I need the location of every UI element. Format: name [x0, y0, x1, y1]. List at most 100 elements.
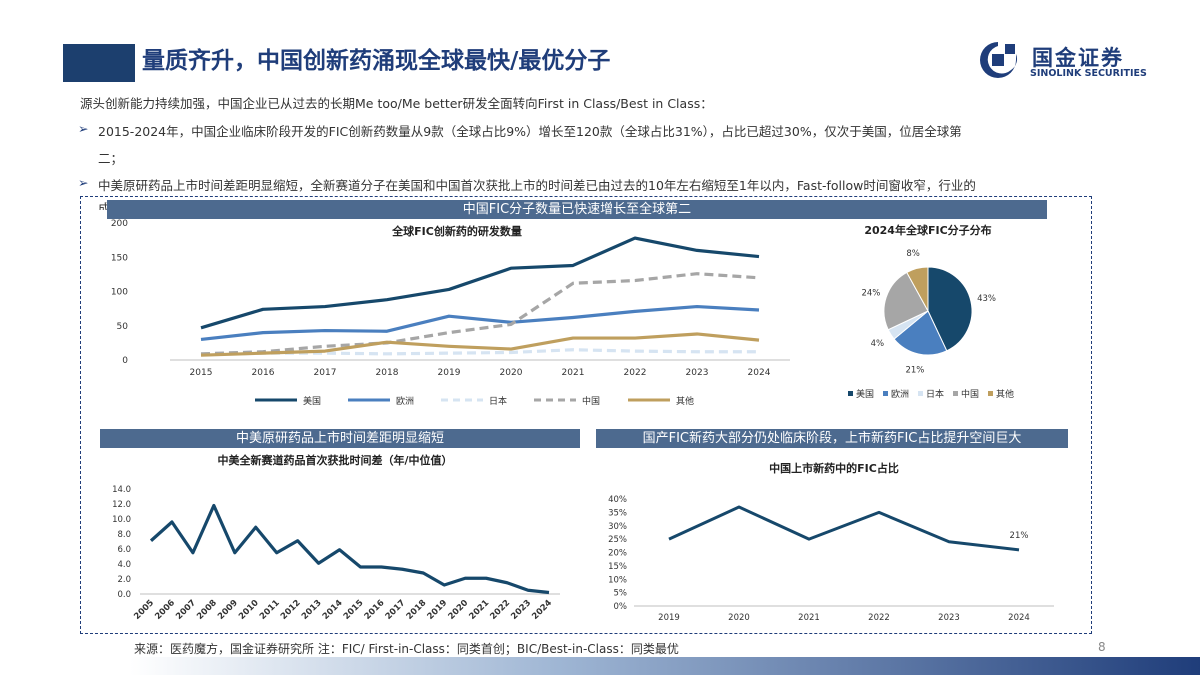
y-tick-label: 5%	[614, 589, 628, 599]
page-number: 8	[1098, 640, 1106, 654]
x-tick-label: 2010	[237, 598, 261, 622]
x-tick-label: 2024	[530, 598, 554, 622]
x-tick-label: 2024	[1008, 613, 1030, 623]
chart-title: 全球FIC创新药的研发数量	[391, 224, 522, 238]
x-tick-label: 2020	[728, 613, 750, 623]
fic-distribution-pie-chart: 2024年全球FIC分子分布 43% 21% 4% 24% 8% 美国 欧洲 日本 中国 其他	[848, 223, 1014, 400]
x-tick-label: 2017	[314, 368, 337, 378]
x-tick-label: 2015	[342, 598, 366, 622]
x-tick-label: 2018	[376, 368, 399, 378]
title-accent-block	[63, 44, 135, 82]
series-line-time-gap	[149, 503, 550, 595]
pie-label: 21%	[905, 366, 924, 376]
source-footnote: 来源：医药魔方，国金证券研究所 注：FIC/ First-in-Class：同类…	[134, 642, 679, 656]
y-tick-label: 100	[111, 288, 128, 298]
x-tick-label: 2011	[258, 598, 282, 622]
bullet-marker: ➢	[78, 175, 89, 190]
pie-slice-其他	[906, 266, 929, 312]
bullet-1-line-1: 2015-2024年，中国企业临床阶段开发的FIC创新药数量从9款（全球占比9%…	[98, 124, 962, 139]
pie-slice-美国	[927, 266, 973, 352]
x-tick-label: 2020	[500, 368, 523, 378]
section-bar-left: 中美原研药品上市时间差距明显缩短	[100, 429, 580, 448]
sinolink-logo-icon	[980, 42, 1018, 78]
series-line-日本	[200, 348, 759, 357]
chart-title: 中国上市新药中的FIC占比	[769, 461, 899, 475]
pie-label: 24%	[861, 288, 880, 298]
legend-label: 欧洲	[396, 395, 414, 407]
legend-label: 美国	[856, 388, 874, 400]
legend-label: 美国	[303, 395, 321, 407]
x-tick-label: 2012	[279, 598, 303, 622]
series-line-欧洲	[200, 304, 760, 342]
y-tick-label: 4.0	[117, 560, 131, 570]
x-tick-label: 2018	[405, 598, 429, 622]
legend-label: 欧洲	[891, 388, 909, 400]
y-tick-label: 10%	[608, 575, 627, 585]
pie-slice-中国	[883, 271, 929, 331]
x-tick-label: 2006	[153, 598, 177, 622]
pie-slice-欧洲	[893, 310, 948, 356]
y-tick-label: 8.0	[117, 530, 131, 540]
fic-share-line-chart: 中国上市新药中的FIC占比 0% 5% 10% 15% 20% 25% 30% 35% 40% 2…	[608, 461, 1054, 623]
x-tick-label: 2022	[868, 613, 890, 623]
x-tick-label: 2019	[438, 368, 461, 378]
x-tick-label: 2023	[686, 368, 709, 378]
x-tick-label: 2009	[216, 598, 240, 622]
bullet-2-line-1: 中美原研药品上市时间差距明显缩短，全新赛道分子在美国和中国首次获批上市的时间差已…	[98, 178, 976, 193]
x-tick-label: 2016	[252, 368, 275, 378]
x-tick-label: 2008	[195, 598, 219, 622]
x-tick-label: 2023	[509, 598, 533, 622]
x-tick-label: 2014	[321, 598, 345, 622]
x-tick-label: 2007	[174, 598, 198, 622]
x-tick-label: 2019	[426, 598, 450, 622]
y-tick-label: 2.0	[117, 575, 131, 585]
legend-label: 日本	[489, 395, 507, 407]
y-tick-label: 35%	[608, 508, 627, 518]
legend-swatch	[988, 391, 993, 396]
x-tick-label: 2023	[938, 613, 960, 623]
logo-text-cn: 国金证券	[1032, 46, 1124, 70]
x-tick-label: 2017	[384, 598, 408, 622]
x-tick-label: 2005	[132, 598, 156, 622]
x-tick-label: 2021	[562, 368, 585, 378]
y-tick-label: 150	[111, 253, 128, 263]
y-tick-label: 6.0	[117, 545, 131, 555]
legend-swatch	[883, 391, 888, 396]
chart-title: 2024年全球FIC分子分布	[864, 223, 991, 237]
y-tick-label: 40%	[608, 495, 627, 505]
series-line-fic-share	[668, 505, 1020, 552]
time-gap-line-chart: 中美全新赛道药品首次获批时间差（年/中位值） 0.0 2.0 4.0 6.0 8.0 10…	[112, 453, 560, 622]
legend-label: 日本	[926, 388, 944, 400]
legend-label: 中国	[961, 388, 979, 400]
y-tick-label: 0	[122, 356, 128, 366]
data-label: 21%	[1010, 531, 1029, 541]
x-tick-label: 2022	[488, 598, 512, 622]
series-line-中国	[200, 272, 760, 356]
y-tick-label: 0%	[614, 602, 628, 612]
y-tick-label: 20%	[608, 549, 627, 559]
charts-container	[80, 196, 1092, 634]
section-bar-right: 国产FIC新药大部分仍处临床阶段，上市新药FIC占比提升空间巨大	[596, 429, 1068, 448]
legend-label: 其他	[996, 388, 1014, 400]
x-tick-label: 2024	[748, 368, 771, 378]
section-bar-top: 中国FIC分子数量已快速增长至全球第二	[107, 200, 1047, 219]
series-line-美国	[200, 236, 760, 330]
bottom-band	[130, 657, 1200, 675]
y-tick-label: 15%	[608, 562, 627, 572]
fic-rd-line-chart: 全球FIC创新药的研发数量 0 50 100 150 200 2015 2016 2017 20…	[111, 219, 790, 407]
y-tick-label: 14.0	[112, 485, 131, 495]
x-tick-label: 2021	[467, 598, 491, 622]
page-title: 量质齐升，中国创新药涌现全球最快/最优分子	[142, 48, 611, 74]
y-tick-label: 30%	[608, 522, 627, 532]
x-tick-label: 2016	[363, 598, 387, 622]
legend-label: 中国	[582, 395, 600, 407]
y-tick-label: 12.0	[112, 500, 131, 510]
legend-swatch	[848, 391, 853, 396]
y-tick-label: 10.0	[112, 515, 131, 525]
intro-text: 源头创新能力持续加强，中国企业已从过去的长期Me too/Me better研发…	[80, 96, 713, 111]
chart-title: 中美全新赛道药品首次获批时间差（年/中位值）	[217, 453, 452, 467]
pie-label: 8%	[906, 249, 920, 259]
legend-swatch	[918, 391, 923, 396]
legend-label: 其他	[676, 395, 694, 407]
series-line-其他	[200, 332, 760, 357]
